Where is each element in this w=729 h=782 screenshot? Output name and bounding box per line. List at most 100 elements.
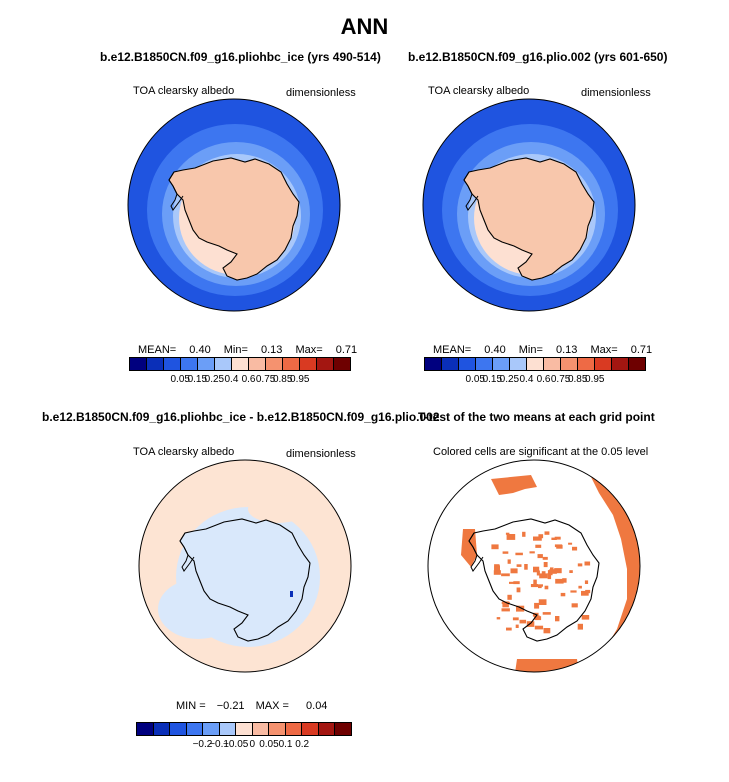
sig-cell — [544, 585, 549, 590]
map-boundary — [422, 98, 636, 312]
colorbar-tick-label: 0.15 — [482, 374, 503, 385]
sig-cell — [549, 569, 557, 574]
sig-cell — [524, 564, 528, 570]
sig-cell — [584, 580, 589, 584]
max-value: 0.71 — [630, 344, 653, 356]
sig-cell — [533, 536, 542, 541]
colorbar-tick-label: 0 — [249, 739, 256, 750]
sig-cell — [502, 551, 509, 554]
min-value: 0.13 — [260, 344, 283, 356]
sig-cell — [547, 573, 552, 580]
sig-cell — [509, 581, 514, 584]
ttest-title: T-test of the two means at each grid poi… — [418, 410, 655, 424]
min-label: Min= — [223, 344, 248, 356]
sig-cell — [554, 544, 562, 548]
variable-label-right: TOA clearsky albedo — [428, 85, 530, 97]
sig-cell — [512, 617, 519, 621]
sig-cell — [515, 624, 519, 628]
colorbar-tick-label: 0.1 — [278, 739, 293, 750]
colorbar-swatch — [510, 358, 527, 370]
colorbar-swatch — [219, 723, 237, 735]
colorbar-swatch — [198, 358, 215, 370]
sig-cell — [496, 617, 501, 620]
case-title-right: b.e12.B1850CN.f09_g16.plio.002 (yrs 601-… — [408, 50, 668, 64]
sig-cell — [542, 612, 551, 615]
max-value: 0.71 — [335, 344, 358, 356]
difference-title: b.e12.B1850CN.f09_g16.pliohbc_ice - b.e1… — [42, 410, 440, 424]
colorbar-swatch — [203, 723, 220, 735]
figure-title: ANN — [340, 14, 389, 39]
map-boundary — [138, 459, 352, 673]
sig-cell — [534, 602, 540, 609]
antarctica-coastline — [179, 518, 311, 642]
mean-label: MEAN= — [138, 344, 177, 356]
colorbar-tick-label: 0.75 — [255, 374, 276, 385]
colorbar-swatch — [317, 358, 334, 370]
sig-cell — [577, 563, 583, 567]
sig-cell — [569, 570, 573, 573]
colorbar-swatch — [334, 358, 350, 370]
sig-cell — [502, 601, 509, 608]
sig-cell — [506, 627, 512, 631]
sig-cell — [516, 587, 521, 593]
antarctic-albedo-map-right — [422, 98, 636, 312]
colorbar-swatch — [181, 358, 198, 370]
max-label: Max= — [590, 344, 618, 356]
colorbar-left — [129, 357, 351, 371]
colorbar-tick-label: 0.05 — [259, 739, 279, 750]
sig-cell — [554, 568, 562, 574]
sig-cell — [543, 562, 548, 568]
colorbar-swatch — [249, 358, 266, 370]
stats-left: MEAN= 0.40 Min= 0.13 Max= 0.71 — [138, 344, 357, 356]
max-value: 0.04 — [306, 700, 328, 712]
colorbar-tick-label: 0.95 — [290, 374, 310, 385]
colorbar-tick-label: 0.2 — [295, 739, 310, 750]
stats-diff: MIN = −0.21 MAX = 0.04 — [176, 700, 327, 712]
colorbar-tick-label: 0.25 — [499, 374, 520, 385]
sig-cell — [550, 567, 554, 570]
sig-cell — [562, 578, 567, 583]
antarctica-coastline — [463, 157, 595, 281]
colorbar-tick-label: 0.15 — [187, 374, 208, 385]
sig-cell — [515, 552, 523, 556]
sig-cell — [534, 616, 542, 621]
colorbar-swatch — [493, 358, 510, 370]
colorbar-swatch — [236, 723, 253, 735]
colorbar-swatch — [269, 723, 286, 735]
peninsula-coastline — [168, 171, 184, 211]
colorbar-swatch — [629, 358, 645, 370]
sig-cell — [542, 556, 548, 560]
sig-cell — [585, 589, 591, 594]
sig-cell — [539, 573, 548, 579]
colorbar-tick-label: 0.85 — [272, 374, 293, 385]
colorbar-swatch — [561, 358, 578, 370]
max-label: MAX = — [255, 700, 289, 712]
colorbar-swatch — [300, 358, 317, 370]
colorbar-swatch — [302, 723, 319, 735]
significance-note: Colored cells are significant at the 0.0… — [433, 446, 649, 458]
colorbar-swatch — [442, 358, 459, 370]
variable-label-left: TOA clearsky albedo — [133, 85, 235, 97]
colorbar-tick-label: −0.1 — [209, 739, 229, 750]
sig-cell — [529, 551, 535, 554]
sig-cell — [516, 605, 525, 612]
sig-cell — [505, 532, 510, 535]
sig-cell — [535, 544, 542, 548]
sig-cell — [584, 561, 591, 566]
min-label: MIN = — [176, 700, 206, 712]
colorbar-swatch — [186, 723, 204, 735]
colorbar-swatch — [215, 358, 232, 370]
sig-cell — [530, 584, 538, 588]
colorbar-swatch — [476, 358, 493, 370]
colorbar-swatch — [544, 358, 561, 370]
colorbar-tick-label: 0.25 — [204, 374, 225, 385]
stats-right: MEAN= 0.40 Min= 0.13 Max= 0.71 — [433, 344, 652, 356]
sig-cell — [538, 599, 547, 605]
colorbar-tick-label: 0.05 — [170, 374, 190, 385]
map-boundary — [427, 459, 641, 673]
positive-difference-patch — [248, 495, 308, 523]
colorbar-tick-label: −0.05 — [223, 739, 249, 750]
antarctic-significance-map — [427, 459, 641, 673]
colorbar-swatch — [266, 358, 283, 370]
min-value: 0.13 — [555, 344, 578, 356]
